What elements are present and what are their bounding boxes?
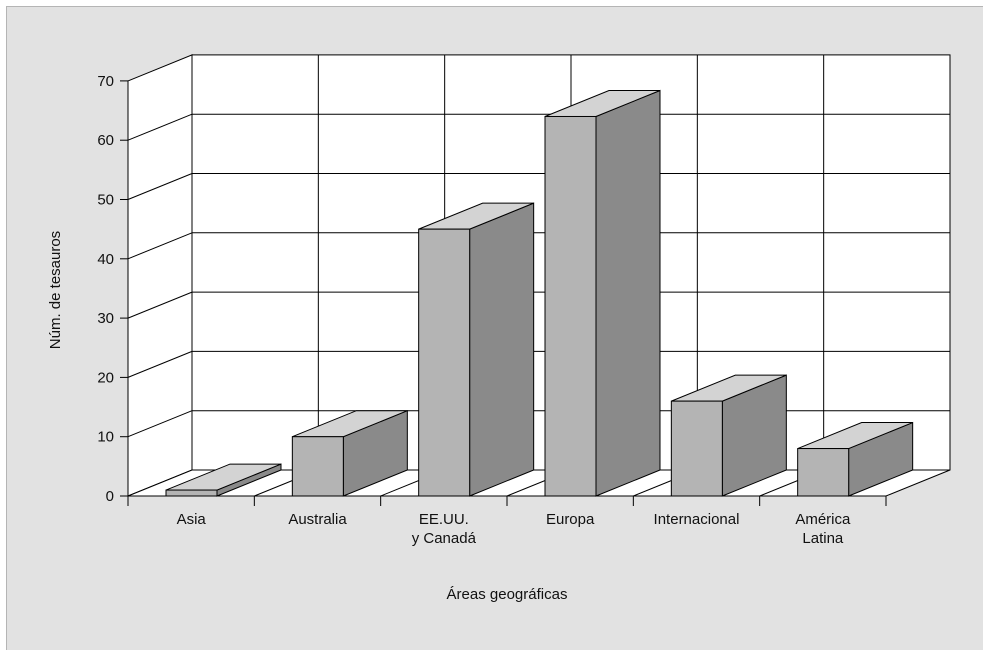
- y-tick-label: 40: [97, 251, 114, 268]
- x-tick-label: EE.UU. y Canadá: [412, 511, 477, 547]
- y-axis-title: Núm. de tesauros: [47, 231, 64, 349]
- x-tick-label: América Latina: [795, 511, 851, 547]
- grid: [127, 54, 951, 497]
- gridline-side: [127, 113, 193, 141]
- bar-front: [291, 436, 344, 497]
- y-tick-label: 0: [106, 488, 114, 505]
- bar: [797, 421, 914, 497]
- bar-front: [418, 228, 471, 497]
- y-tick-label: 70: [97, 73, 114, 90]
- x-tick-label: Australia: [288, 511, 347, 528]
- labels: 0 10 20 30 40 50 60 70 Asia Australia EE.UU. y Cana…: [97, 73, 851, 547]
- bar: [291, 409, 408, 497]
- y-tick-label: 20: [97, 369, 114, 386]
- bar-side: [469, 202, 535, 497]
- bar: [544, 89, 661, 497]
- bar: [670, 374, 787, 497]
- bar: [418, 202, 535, 497]
- x-tick-label: Asia: [177, 511, 207, 528]
- gridline-side: [127, 410, 193, 438]
- x-axis-title: Áreas geográficas: [447, 586, 568, 603]
- gridline-side: [127, 173, 193, 200]
- bar-front: [165, 489, 218, 497]
- y-tick-label: 30: [97, 310, 114, 327]
- gridline-side: [127, 232, 193, 260]
- y-tick-label: 50: [97, 192, 114, 209]
- gridline-side: [127, 350, 193, 378]
- bar-side: [595, 89, 661, 497]
- bar-front: [544, 115, 597, 497]
- bar-front: [670, 400, 723, 497]
- side-wall: [127, 54, 193, 497]
- bar-front: [797, 448, 850, 497]
- axes: [120, 80, 887, 506]
- y-tick-label: 60: [97, 132, 114, 149]
- gridline-side: [127, 291, 193, 319]
- y-tick-label: 10: [97, 429, 114, 446]
- x-tick-label: Internacional: [654, 511, 740, 528]
- bar: [165, 463, 282, 497]
- x-tick-label: Europa: [546, 511, 595, 528]
- bars: [165, 89, 914, 497]
